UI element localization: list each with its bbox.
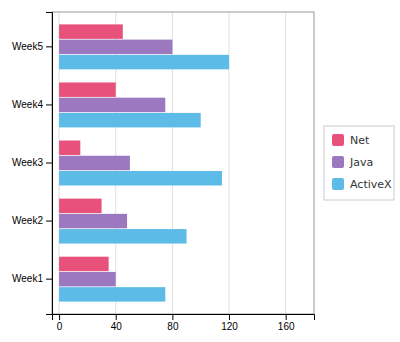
tick: Week5 xyxy=(12,41,52,52)
tick: 120 xyxy=(221,314,238,332)
legend-label: Java xyxy=(349,156,373,169)
bar xyxy=(59,257,109,271)
legend-box xyxy=(324,126,394,200)
plot-frame xyxy=(52,12,314,314)
bar xyxy=(59,82,116,96)
legend-label: ActiveX xyxy=(350,178,392,191)
axis-domain xyxy=(46,13,53,315)
bar xyxy=(59,229,186,243)
tick-mark xyxy=(172,314,173,320)
tick-label: Week1 xyxy=(12,273,43,284)
bars xyxy=(59,24,229,301)
legend-swatch xyxy=(332,134,344,146)
legend-item: Net xyxy=(332,134,370,147)
bar xyxy=(59,199,101,213)
tick: Week2 xyxy=(12,215,52,226)
grid xyxy=(59,12,286,314)
tick: 0 xyxy=(57,314,63,332)
bar xyxy=(59,40,172,54)
tick-mark xyxy=(46,104,52,105)
bar xyxy=(59,156,130,170)
bar xyxy=(59,272,116,286)
bar xyxy=(59,24,123,38)
tick-mark xyxy=(46,279,52,280)
bar xyxy=(59,141,80,155)
legend-item: ActiveX xyxy=(332,178,392,191)
plot: 0 40 80 120 160 Week1 Week2 Week3 Week4 Week5 xyxy=(12,12,314,332)
bar xyxy=(59,171,222,185)
bar xyxy=(59,98,165,112)
tick-mark xyxy=(116,314,117,320)
tick-label: Week2 xyxy=(12,215,43,226)
bar xyxy=(59,113,201,127)
tick-label: 0 xyxy=(57,321,63,332)
tick-mark xyxy=(46,163,52,164)
x-axis: 0 40 80 120 160 xyxy=(53,314,315,332)
tick-label: 40 xyxy=(111,321,123,332)
grid-line xyxy=(285,12,286,314)
chart: 0 40 80 120 160 Week1 Week2 Week3 Week4 Week5 Net J… xyxy=(0,0,400,342)
bar xyxy=(59,214,127,228)
tick-mark xyxy=(59,314,60,320)
tick: Week4 xyxy=(12,99,52,110)
tick-mark xyxy=(46,46,52,47)
tick-label: Week4 xyxy=(12,99,43,110)
bar-series xyxy=(59,55,229,302)
tick: 80 xyxy=(167,314,179,332)
tick-label: Week3 xyxy=(12,157,43,168)
tick: Week3 xyxy=(12,157,52,168)
legend-swatch xyxy=(332,178,344,190)
axis-domain xyxy=(53,315,315,321)
tick-label: 80 xyxy=(167,321,179,332)
legend-item: Java xyxy=(332,156,373,169)
tick-mark xyxy=(229,314,230,320)
bar xyxy=(59,287,165,301)
legend-swatch xyxy=(332,156,344,168)
tick-label: 160 xyxy=(278,321,295,332)
tick-mark xyxy=(286,314,287,320)
tick-mark xyxy=(46,221,52,222)
y-axis: Week1 Week2 Week3 Week4 Week5 xyxy=(12,13,52,315)
bar-series xyxy=(59,40,172,287)
tick-label: 120 xyxy=(221,321,238,332)
tick: Week1 xyxy=(12,273,52,284)
tick: 160 xyxy=(278,314,295,332)
legend: Net Java ActiveX xyxy=(324,126,394,200)
bar-series xyxy=(59,24,123,271)
legend-label: Net xyxy=(350,134,370,147)
tick: 40 xyxy=(111,314,123,332)
bar xyxy=(59,55,229,69)
tick-label: Week5 xyxy=(12,41,43,52)
